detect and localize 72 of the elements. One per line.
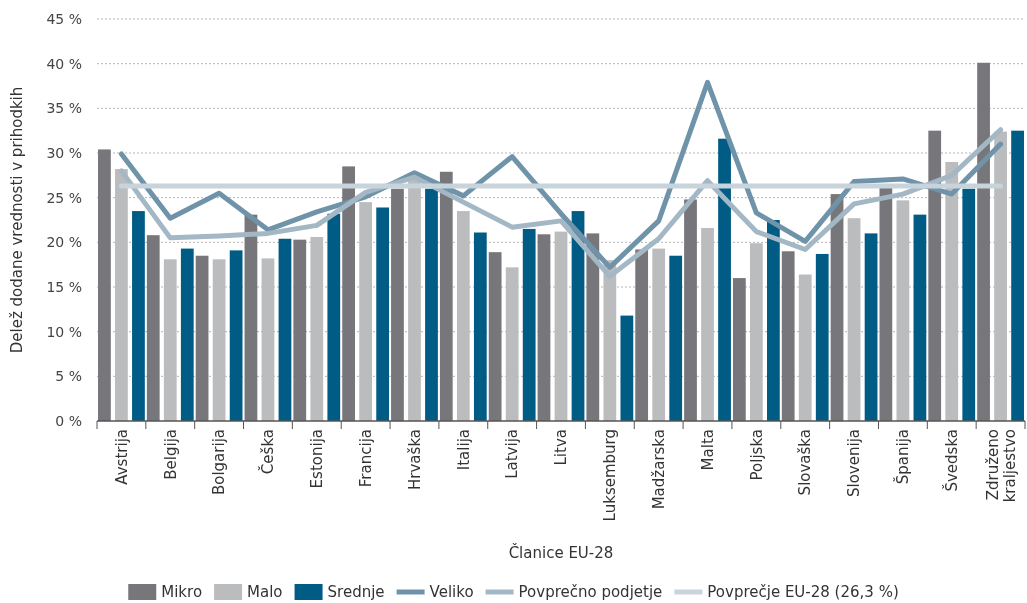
bar — [1011, 130, 1024, 421]
x-tick-label: Italija — [454, 429, 473, 471]
x-tick-label: Bolgarija — [210, 429, 229, 496]
bar — [327, 213, 341, 421]
x-tick-label: Češka — [258, 429, 278, 475]
x-axis-title: Članice EU-28 — [508, 543, 614, 562]
bar — [195, 255, 209, 421]
bar — [767, 220, 780, 421]
x-tick-label: Luksemburg — [601, 429, 620, 522]
x-tick-label: Slovaška — [796, 429, 815, 496]
bar — [342, 166, 355, 421]
x-tick-label: Latvija — [503, 429, 522, 479]
bar — [391, 188, 404, 421]
bar — [586, 233, 600, 421]
bar — [293, 239, 307, 421]
legend-label: Povprečno podjetje — [518, 583, 663, 602]
bar — [488, 252, 502, 421]
bar — [864, 233, 878, 421]
x-tick-label: Hrvaška — [405, 429, 424, 490]
bar — [928, 130, 942, 421]
legend-label: Mikro — [161, 583, 203, 602]
y-axis-title: Delež dodane vrednosti v prihodkih — [8, 86, 26, 354]
y-tick-label: 40 % — [46, 55, 82, 72]
bar — [537, 234, 551, 421]
bar — [278, 238, 292, 421]
bar — [962, 188, 976, 421]
x-tick-label: Avstrija — [112, 429, 131, 485]
legend-label: Malo — [247, 583, 283, 602]
bar — [718, 138, 731, 421]
bar — [732, 278, 746, 421]
x-tick-label: Belgija — [161, 429, 180, 480]
y-tick-label: 25 % — [46, 189, 82, 206]
x-tick-label: Madžarska — [649, 429, 668, 510]
bar — [815, 253, 829, 421]
legend-label: Povprečje EU-28 (26,3 %) — [707, 583, 899, 602]
bar — [781, 251, 795, 421]
x-tick-label: Švedska — [941, 429, 961, 492]
bar — [229, 250, 243, 421]
y-tick-label: 35 % — [46, 100, 82, 117]
bar — [180, 248, 194, 421]
y-tick-label: 20 % — [46, 234, 82, 251]
bar — [439, 171, 453, 421]
x-tick-label: Estonija — [308, 429, 327, 489]
x-tick-label: Litva — [552, 429, 571, 466]
y-tick-label: 0 % — [55, 412, 82, 429]
bar — [879, 186, 893, 421]
bar — [913, 214, 927, 421]
legend-label: Srednje — [327, 583, 385, 602]
x-tick-label: Poljska — [747, 429, 766, 481]
bar — [522, 228, 536, 421]
y-tick-label: 5 % — [55, 368, 82, 385]
bar — [425, 188, 438, 421]
x-tick-label: Malta — [698, 429, 717, 471]
bar — [473, 232, 487, 421]
x-tick-label: Španija — [893, 429, 913, 485]
bar — [98, 149, 111, 421]
y-tick-label: 15 % — [46, 278, 82, 295]
bar — [684, 199, 697, 421]
bar — [620, 315, 634, 421]
bar — [977, 62, 990, 421]
bar — [376, 207, 390, 421]
y-tick-label: 30 % — [46, 144, 82, 161]
y-tick-label: 45 % — [46, 10, 82, 27]
bar — [132, 211, 145, 421]
x-tick-label: Slovenija — [845, 429, 864, 498]
x-tick-label: Francija — [356, 429, 375, 488]
bar — [635, 249, 649, 421]
bar — [669, 255, 683, 421]
legend-label: Veliko — [429, 583, 474, 602]
y-tick-label: 10 % — [46, 323, 82, 340]
x-tick-label: Združeno kraljestvo — [983, 429, 1019, 503]
bar — [146, 235, 160, 421]
